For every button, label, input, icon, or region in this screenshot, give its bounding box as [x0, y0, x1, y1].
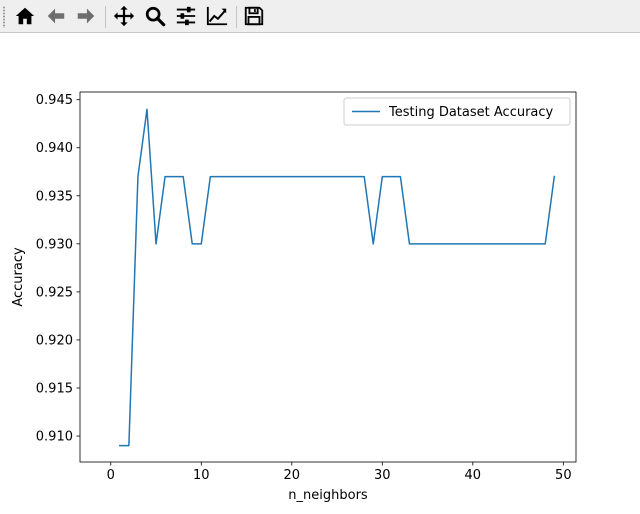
home-icon [15, 7, 35, 25]
subplots-button[interactable] [173, 3, 199, 29]
y-tick-label: 0.935 [36, 189, 73, 204]
x-tick-label: 0 [107, 468, 115, 483]
legend-label: Testing Dataset Accuracy [388, 105, 554, 120]
save-floppy-icon [244, 6, 264, 26]
forward-arrow-icon [77, 8, 95, 24]
legend-box [343, 97, 571, 126]
x-tick-label: 40 [465, 468, 482, 483]
y-tick-label: 0.945 [36, 93, 73, 108]
toolbar-separator [236, 6, 237, 28]
home-button[interactable] [12, 3, 38, 29]
series-line-0 [119, 108, 556, 447]
y-tick-label: 0.910 [36, 430, 73, 445]
y-tick-label: 0.930 [36, 237, 73, 252]
y-tick-label: 0.915 [36, 382, 73, 397]
x-tick-label: 10 [193, 468, 210, 483]
zoom-button[interactable] [142, 3, 168, 29]
axes-frame [79, 91, 577, 463]
pan-move-icon [113, 5, 135, 27]
forward-button[interactable] [73, 3, 99, 29]
toolbar-grip-handle[interactable] [3, 6, 5, 28]
save-button[interactable] [241, 3, 267, 29]
back-button[interactable] [43, 3, 69, 29]
toolbar-separator [105, 6, 106, 28]
zoom-magnifier-icon [145, 6, 166, 27]
chart-canvas: 0 10 20 30 40 50 0.910 0.915 0.920 0.925 0.930 0.93… [11, 91, 577, 503]
customize-button[interactable] [204, 3, 230, 29]
back-arrow-icon [47, 8, 65, 24]
y-tick-label: 0.920 [36, 333, 73, 348]
x-axis-label: n_neighbors [288, 488, 368, 503]
navigation-toolbar [0, 0, 640, 33]
subplots-sliders-icon [176, 6, 196, 26]
y-axis-label: Accuracy [11, 247, 26, 307]
x-tick-label: 20 [284, 468, 301, 483]
x-tick-label: 50 [555, 468, 572, 483]
x-tick-label: 30 [374, 468, 391, 483]
pan-button[interactable] [111, 3, 137, 29]
edit-axis-icon [206, 6, 228, 26]
y-tick-label: 0.925 [36, 285, 73, 300]
y-tick-label: 0.940 [36, 141, 73, 156]
